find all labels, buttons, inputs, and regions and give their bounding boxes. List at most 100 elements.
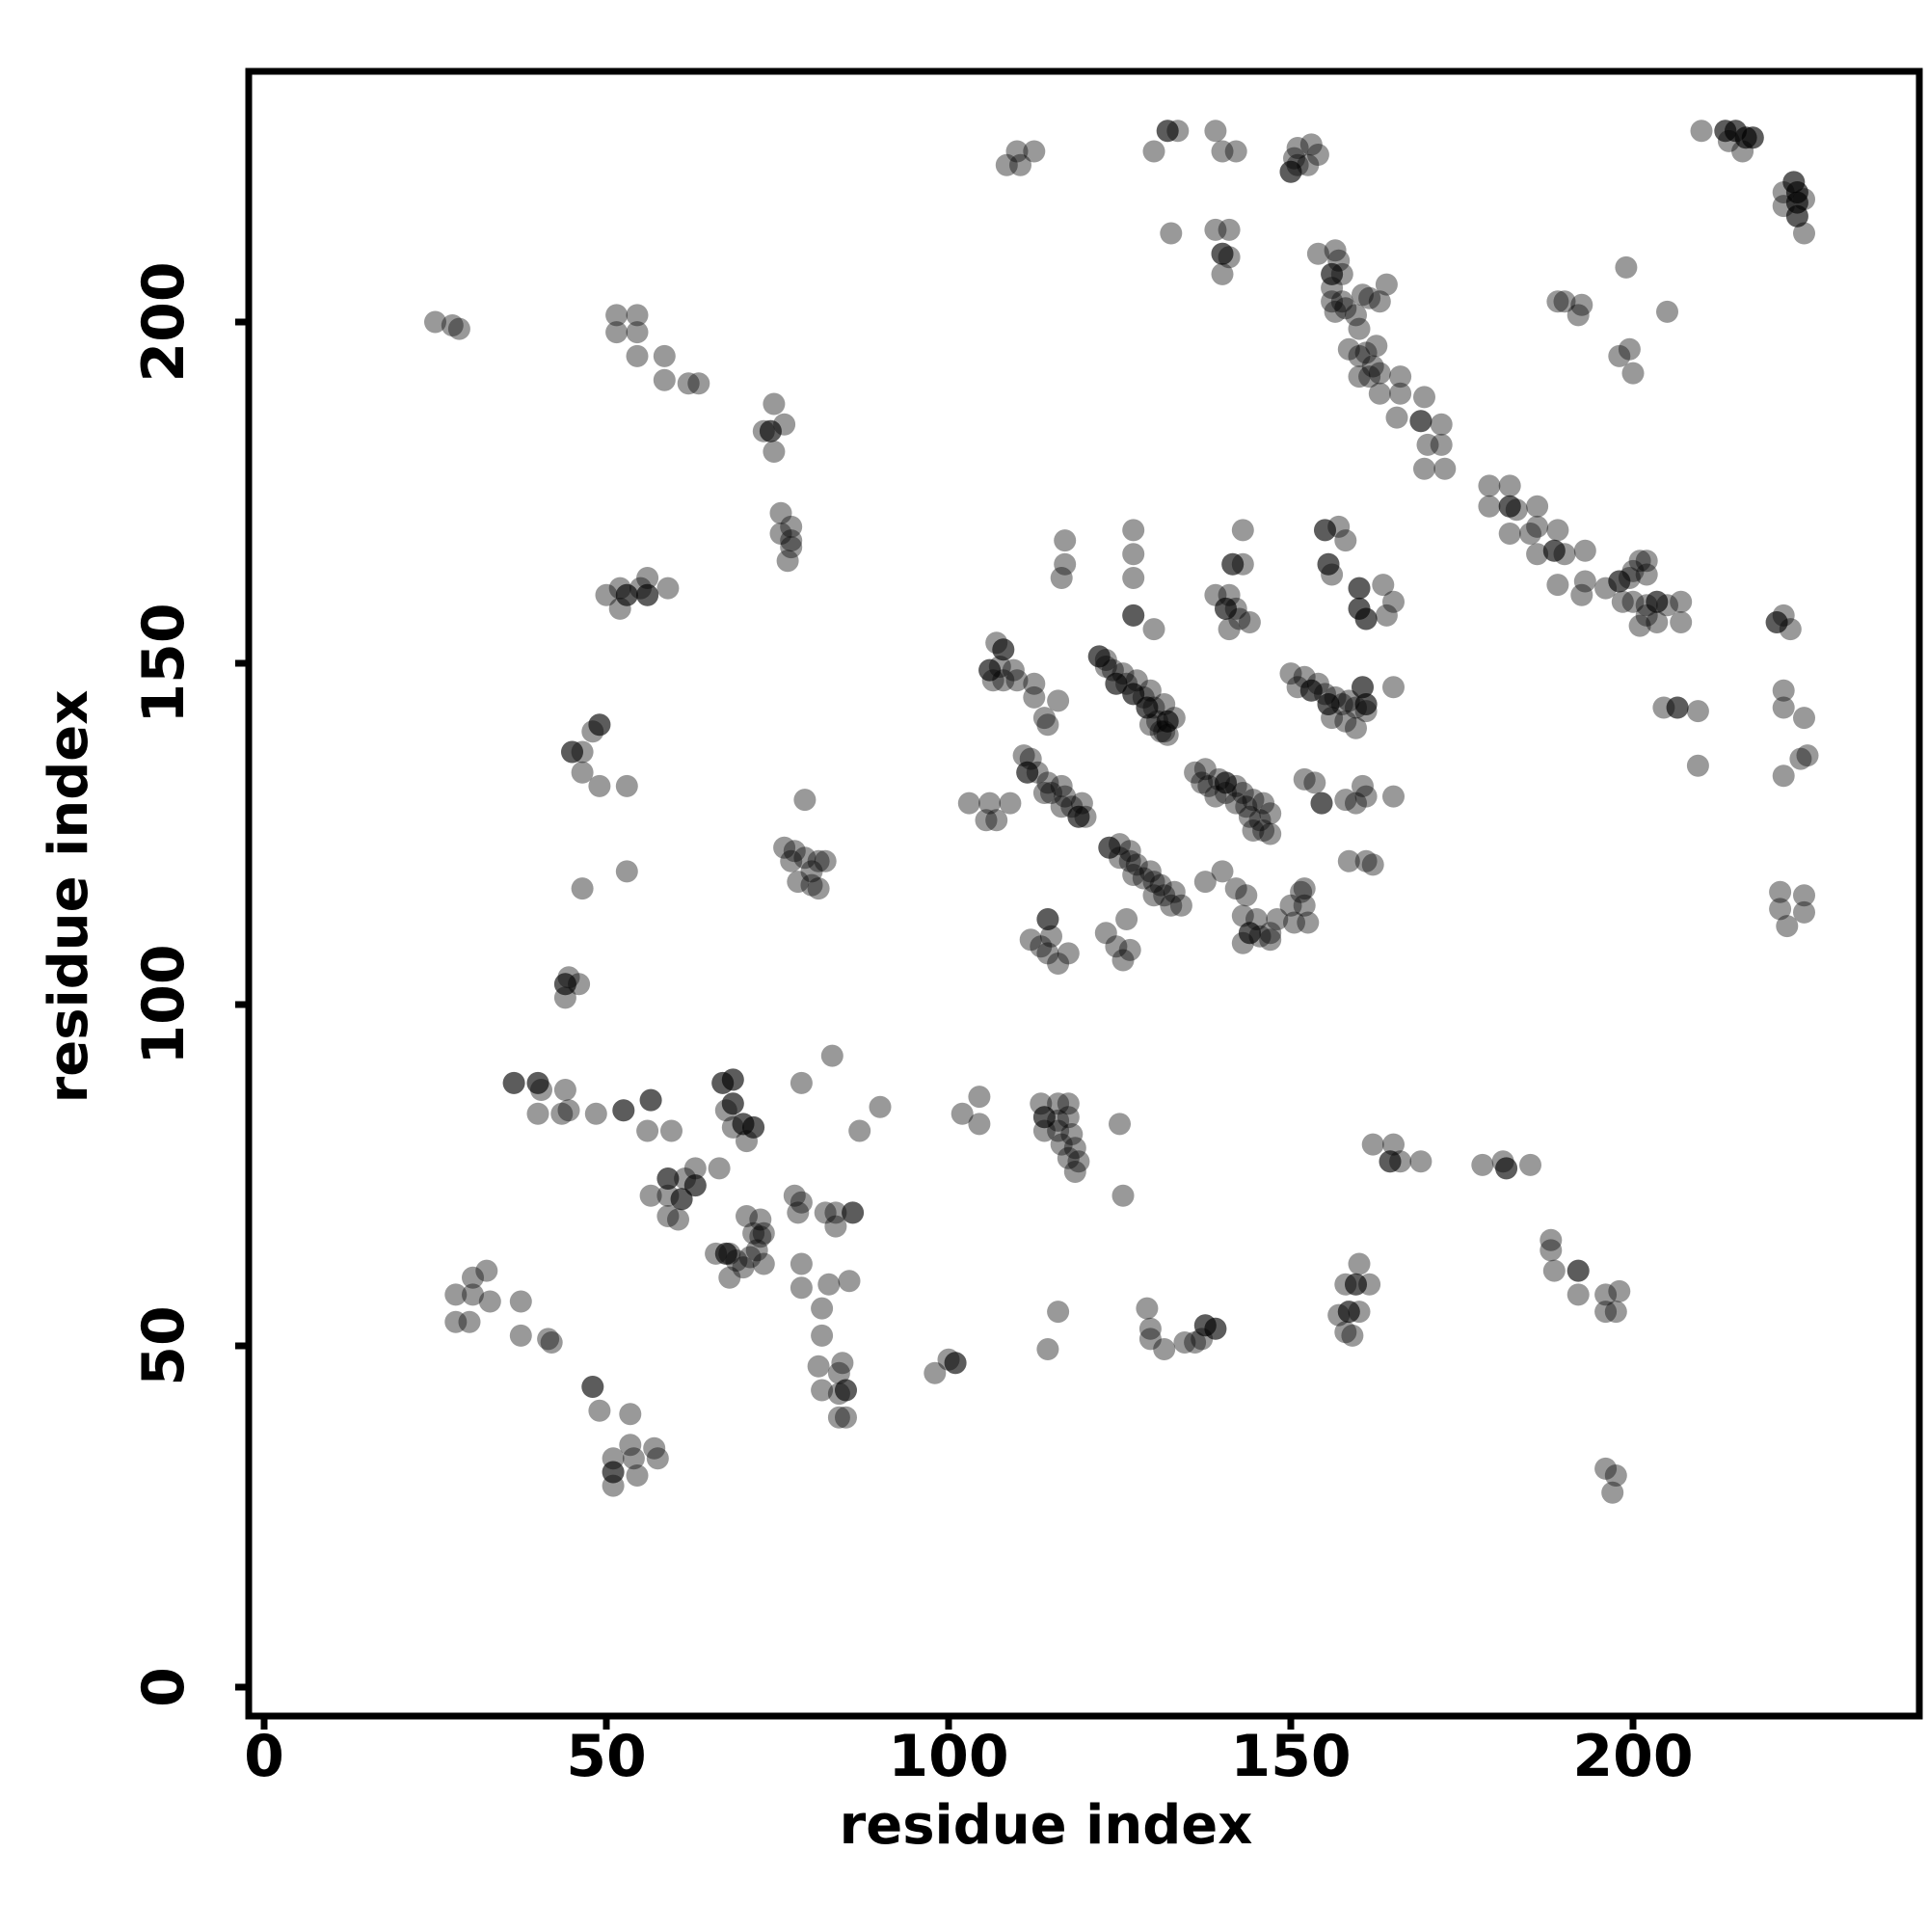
data-point (1286, 676, 1309, 699)
data-point (992, 638, 1015, 661)
data-point (1358, 365, 1381, 389)
data-point (1122, 543, 1145, 566)
data-point (1361, 853, 1384, 876)
data-point (1218, 583, 1241, 606)
data-point (1279, 662, 1302, 685)
data-point (1608, 570, 1631, 593)
data-point (1057, 942, 1080, 965)
data-point (827, 1382, 850, 1406)
data-point (1430, 413, 1453, 436)
data-point (1036, 1338, 1059, 1360)
data-point (1793, 188, 1815, 211)
data-point (1224, 140, 1247, 163)
data-point (1293, 767, 1316, 791)
data-point (441, 314, 464, 336)
data-point (759, 419, 782, 443)
data-point (1173, 1331, 1196, 1354)
data-point (670, 1188, 693, 1211)
data-point (1334, 789, 1357, 812)
data-point (1782, 171, 1806, 194)
data-point (1741, 126, 1764, 149)
data-point (814, 1201, 837, 1224)
data-point (1109, 833, 1131, 856)
data-point (1136, 696, 1159, 719)
data-point (1293, 665, 1316, 688)
data-point (1163, 707, 1186, 730)
data-point (742, 1115, 765, 1139)
data-point (1491, 1150, 1514, 1173)
data-point (1259, 928, 1282, 952)
data-point (1132, 685, 1155, 709)
y-tick-label: 50 (130, 1305, 198, 1386)
data-point (1478, 474, 1501, 497)
data-point (1047, 689, 1070, 712)
x-axis-title: residue index (840, 1794, 1253, 1857)
data-point (831, 1352, 854, 1375)
data-point (1050, 795, 1073, 818)
data-point (1430, 433, 1453, 456)
data-point (811, 1379, 834, 1402)
data-point (602, 1461, 625, 1484)
data-point (1594, 1457, 1618, 1480)
x-tick-label: 100 (888, 1723, 1008, 1790)
data-point (978, 658, 1002, 682)
data-point (1337, 1301, 1360, 1324)
data-point (1138, 713, 1162, 737)
data-point (612, 1099, 635, 1122)
data-point (1105, 935, 1128, 958)
data-point (475, 1259, 498, 1282)
data-point (742, 1221, 765, 1245)
data-point (1334, 710, 1357, 733)
data-point (975, 809, 998, 832)
data-point (978, 792, 1002, 815)
data-point (1478, 495, 1501, 518)
data-point (1016, 761, 1039, 784)
data-point (1686, 700, 1709, 723)
data-point (553, 986, 576, 1009)
data-point (1382, 785, 1405, 808)
data-point (1023, 140, 1046, 163)
data-point (553, 1079, 576, 1101)
data-point (1218, 618, 1241, 641)
data-point (1321, 707, 1344, 730)
data-point (1324, 300, 1347, 323)
data-point (683, 1157, 707, 1180)
data-point (1314, 683, 1336, 706)
data-point (1184, 1331, 1207, 1354)
data-point (683, 1174, 707, 1197)
data-point (636, 1119, 659, 1142)
data-point (1299, 133, 1323, 156)
data-point (1057, 1106, 1080, 1129)
data-point (1334, 297, 1357, 320)
data-point (629, 577, 652, 600)
data-point (1345, 792, 1367, 815)
data-point (773, 836, 796, 859)
data-point (1566, 304, 1590, 327)
data-point (1635, 604, 1658, 627)
data-point (1570, 583, 1593, 606)
data-point (1149, 720, 1172, 743)
data-point (1279, 894, 1302, 917)
data-point (1354, 700, 1378, 723)
data-point (1341, 1324, 1364, 1347)
data-point (1772, 679, 1795, 702)
data-point (588, 713, 611, 737)
data-point (602, 1474, 625, 1497)
data-point (1109, 846, 1131, 870)
data-point (553, 973, 576, 996)
data-point (1495, 1157, 1518, 1180)
data-point (978, 658, 1002, 682)
data-point (1138, 860, 1162, 883)
data-point (1111, 662, 1135, 685)
data-point (526, 1102, 549, 1125)
data-point (732, 1113, 755, 1136)
data-point (1310, 792, 1333, 815)
data-point (1772, 765, 1795, 788)
data-point (725, 1249, 748, 1272)
data-point (793, 789, 817, 812)
data-point (1330, 262, 1353, 285)
data-point (1019, 747, 1042, 770)
data-point (1566, 1259, 1590, 1282)
data-point (1166, 120, 1190, 143)
data-point (1057, 1092, 1080, 1115)
